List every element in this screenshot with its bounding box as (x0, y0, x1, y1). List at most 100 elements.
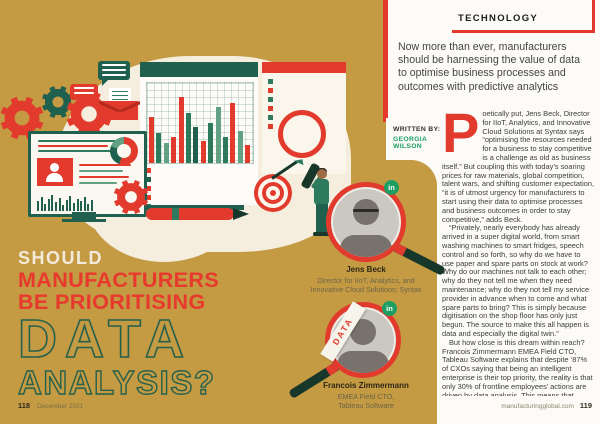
monitor-base (62, 219, 106, 222)
portrait-silhouette (353, 199, 379, 225)
list-row (146, 168, 252, 173)
list-row (146, 195, 252, 200)
mini-bar (65, 200, 68, 211)
mini-bar (40, 197, 43, 211)
chart-bar (171, 137, 177, 163)
chart-bar (200, 141, 206, 163)
chart-bar (208, 123, 214, 163)
portrait-silhouette (337, 351, 389, 373)
mini-bar (54, 202, 57, 211)
left-page-footer: 118 December 2021 (18, 401, 83, 410)
glasses-icon (353, 209, 379, 212)
mini-bar (69, 196, 72, 211)
contributor-role: Director for IIoT, Analytics, and Innova… (310, 276, 422, 295)
chart-bar (163, 143, 169, 163)
chart-bar (245, 145, 251, 163)
monitor-stand (72, 212, 96, 219)
mini-bar (51, 195, 54, 211)
mini-bar (44, 204, 47, 211)
list-row (146, 177, 252, 182)
mini-bar (87, 204, 90, 211)
bar-chart (149, 97, 251, 163)
contributor-caption: Jens Beck Director for IIoT, Analytics, … (300, 265, 432, 295)
gutter-accent-line (383, 0, 388, 122)
website-url[interactable]: manufacturingglobal.com (501, 403, 574, 410)
issue-date: December 2021 (37, 403, 84, 410)
mini-bar (47, 199, 50, 211)
speech-bubble-icon (98, 61, 130, 86)
list-row (268, 88, 340, 93)
drop-cap: P (442, 110, 480, 164)
envelope-icon (98, 88, 142, 120)
headline-manufacturers: MANUFACTURERS (18, 268, 220, 292)
headline-should: SHOULD (18, 248, 103, 268)
chart-bar (193, 127, 199, 163)
person-figure (300, 155, 342, 241)
list-row (146, 186, 252, 191)
analytics-window-illustration (140, 62, 258, 210)
chart-bar (156, 133, 162, 163)
paragraph: “Privately, nearly everybody has already… (442, 223, 590, 338)
linkedin-icon[interactable]: in (384, 180, 399, 195)
byline-box: WRITTEN BY: GEORGIA WILSON (386, 118, 456, 160)
list-row (268, 97, 340, 102)
chart-bar (185, 113, 191, 163)
paragraph: But how close is this dream within reach… (442, 337, 593, 396)
standfirst: Now more than ever, manufacturers should… (398, 41, 580, 93)
checklist-rows (268, 79, 340, 133)
section-tag: TECHNOLOGY (452, 0, 595, 33)
chart-bar (237, 131, 243, 163)
contributor-role: EMEA Field CTO, Tableau Software (337, 392, 395, 411)
contributor-name: Jens Beck (346, 265, 386, 274)
mini-bar (58, 198, 61, 211)
linkedin-icon[interactable]: in (382, 301, 397, 316)
bar-chart-grid (146, 82, 254, 164)
donut-chart-icon (110, 137, 138, 165)
chart-bar (178, 97, 184, 163)
paragraph: oetically put, Jens Beck, Director for I… (442, 110, 594, 224)
mini-bar (90, 200, 93, 211)
right-page-footer: manufacturingglobal.com 119 (501, 401, 592, 410)
profile-card-icon (37, 158, 73, 186)
cover-headline: SHOULD MANUFACTURERS BE PRIORITISING DAT… (17, 248, 378, 401)
chart-bar (230, 103, 236, 163)
target-icon (254, 159, 304, 212)
mini-bar (72, 203, 75, 211)
list-row (268, 115, 340, 120)
magnifier-portrait-jens (326, 182, 406, 262)
window-base (144, 205, 244, 210)
left-page: SHOULD MANUFACTURERS BE PRIORITISING DAT… (0, 56, 378, 410)
pen-icon (146, 208, 250, 220)
magnifier-lens-icon (278, 110, 326, 158)
headline-analysis: ANALYSIS? (17, 364, 216, 401)
chart-bar (215, 107, 221, 163)
list-row (268, 106, 340, 111)
contributor-caption: Francois Zimmermann EMEA Field CTO, Tabl… (302, 381, 430, 411)
right-page: TECHNOLOGY Now more than ever, manufactu… (383, 0, 600, 424)
mini-bar (76, 199, 79, 211)
chart-bar (222, 137, 228, 163)
section-tag-label: TECHNOLOGY (458, 13, 539, 24)
window-titlebar (140, 62, 258, 77)
mini-bar-chart-icon (37, 194, 93, 211)
list-row (268, 79, 340, 84)
mini-bar (37, 201, 39, 211)
panel-titlebar (262, 62, 346, 73)
mini-bar (62, 205, 65, 211)
page-number: 119 (579, 401, 592, 410)
written-by-label: WRITTEN BY: (393, 126, 441, 133)
mini-bar (83, 197, 86, 211)
chart-bar (149, 117, 154, 163)
portrait-silhouette (340, 235, 392, 257)
mini-bar (80, 201, 83, 211)
page-number: 118 (18, 401, 31, 410)
checklist-panel-illustration (262, 62, 346, 174)
headline-data: DATA (17, 309, 192, 369)
author-name[interactable]: GEORGIA WILSON (393, 135, 427, 150)
list-row (268, 124, 340, 129)
gear-icon (113, 179, 149, 215)
speech-bubble-icon (70, 84, 98, 105)
headline-be-prioritising: BE PRIORITISING (18, 290, 206, 314)
